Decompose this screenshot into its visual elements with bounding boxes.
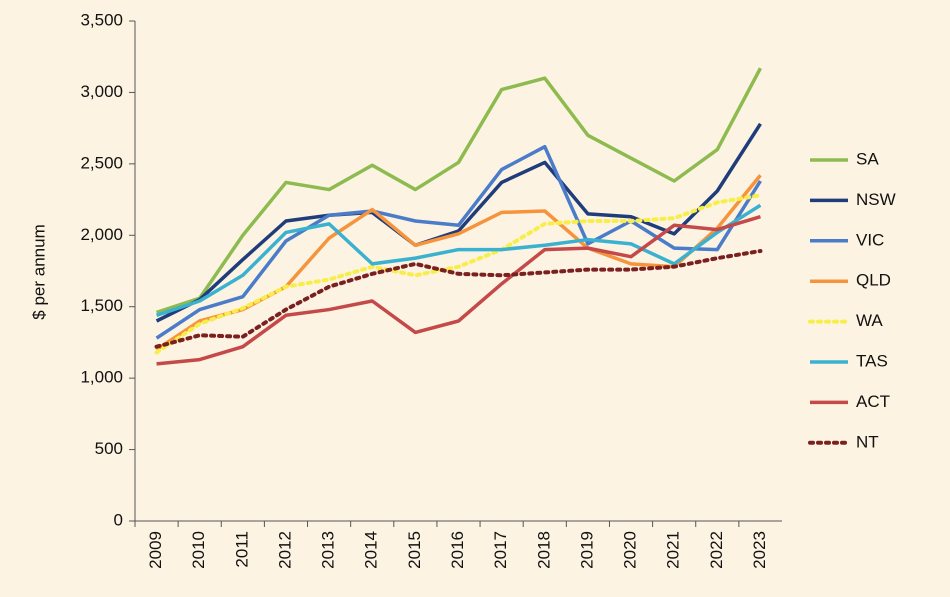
legend-label: ACT (856, 392, 890, 411)
x-tick-label: 2020 (621, 531, 640, 569)
legend-label: QLD (856, 271, 891, 290)
x-tick-label: 2017 (491, 531, 510, 569)
series-line (156, 67, 762, 315)
x-tick-label: 2018 (534, 531, 553, 569)
legend-label: SA (856, 149, 879, 168)
x-tick-label: 2015 (405, 531, 424, 569)
x-tick-label: 2012 (275, 531, 294, 569)
y-tick-label: 1,000 (80, 368, 123, 387)
series-line (155, 144, 762, 340)
x-tick-label: 2010 (189, 531, 208, 569)
y-axis-label: $ per annum (29, 224, 48, 319)
y-tick-label: 0 (114, 510, 123, 529)
x-tick-label: 2009 (146, 531, 165, 569)
y-tick-label: 3,500 (80, 10, 123, 29)
y-tick-label: 500 (95, 439, 123, 458)
series-line (155, 122, 762, 323)
legend-label: NT (856, 432, 879, 451)
legend-label: TAS (856, 351, 888, 370)
series-line (154, 193, 763, 355)
x-tick-label: 2014 (362, 531, 381, 569)
y-tick-label: 3,000 (80, 82, 123, 101)
x-tick-label: 2023 (750, 531, 769, 569)
y-tick-label: 2,000 (80, 225, 123, 244)
x-tick-label: 2021 (664, 531, 683, 569)
y-tick-label: 2,500 (80, 153, 123, 172)
x-tick-label: 2013 (319, 531, 338, 569)
series-line (156, 215, 761, 366)
x-tick-label: 2019 (577, 531, 596, 569)
series-line (154, 249, 763, 349)
series-line (156, 203, 762, 317)
legend-label: NSW (856, 190, 896, 209)
y-tick-label: 1,500 (80, 296, 123, 315)
legend-label: VIC (856, 230, 884, 249)
x-tick-label: 2011 (232, 531, 251, 568)
legend-label: WA (856, 311, 883, 330)
x-tick-label: 2022 (707, 531, 726, 569)
x-tick-label: 2016 (448, 531, 467, 569)
